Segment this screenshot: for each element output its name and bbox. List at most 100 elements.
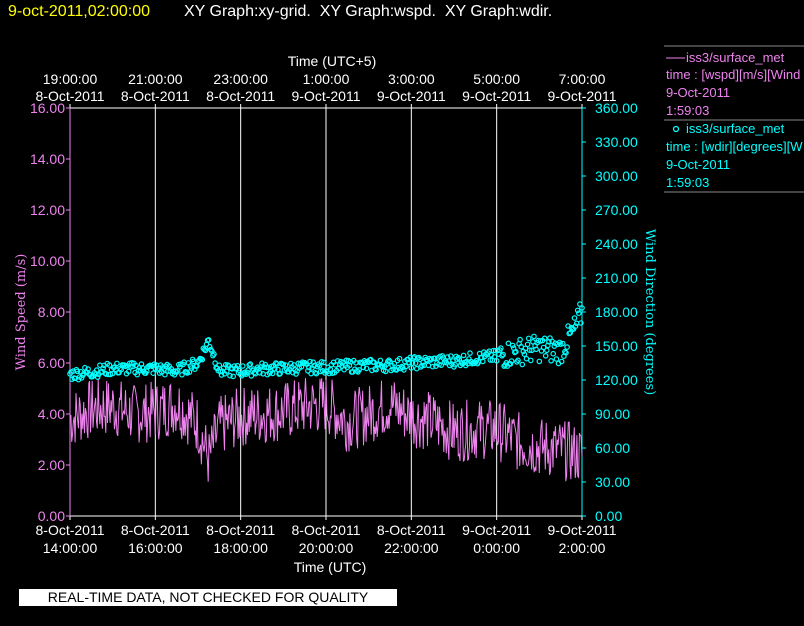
wdir-point [567, 329, 574, 336]
legend: iss3/surface_met time : [wspd][m/s][Wind… [664, 45, 804, 193]
right-tick-label: 360.00 [595, 100, 638, 116]
right-tick-label: 90.00 [595, 406, 630, 422]
top-tick-date: 9-Oct-2011 [462, 88, 531, 104]
bottom-tick-date: 8-Oct-2011 [36, 522, 105, 538]
wdir-point [403, 363, 409, 370]
top-tick-time: 23:00:00 [213, 71, 268, 87]
wdir-point [347, 359, 354, 365]
legend-wdir-swatch [672, 125, 680, 133]
wdir-point [533, 346, 539, 353]
wdir-point [205, 336, 212, 343]
wdir-point [559, 340, 566, 347]
wspd-line [69, 377, 583, 482]
wdir-point [550, 350, 557, 357]
wdir-point [172, 368, 179, 374]
left-tick-label: 10.00 [30, 253, 65, 269]
wdir-point [429, 363, 436, 370]
bottom-axis-ticks: 8-Oct-2011 14:00:00 8-Oct-2011 16:00:00 8-Oc… [36, 516, 617, 556]
wdir-point [183, 369, 190, 375]
wdir-point [505, 340, 512, 347]
wdir-point [222, 361, 229, 368]
wdir-point [542, 352, 549, 359]
wdir-point [487, 357, 494, 363]
wdir-point [382, 368, 389, 375]
bottom-tick-time: 22:00:00 [384, 540, 439, 556]
wdir-point [458, 359, 465, 366]
wdir-point [431, 355, 438, 362]
legend-wdir-date: 9-Oct-2011 [666, 157, 730, 172]
left-axis-title: Wind Speed (m/s) [14, 254, 29, 371]
wdir-point [230, 373, 237, 380]
right-axis-ticks: 0.00 30.00 60.00 90.00 120.00 150.00 180.00 210… [582, 100, 638, 524]
wdir-point [564, 344, 570, 350]
top-tick-time: 7:00:00 [559, 71, 606, 87]
wdir-point [313, 370, 320, 377]
left-tick-label: 4.00 [38, 406, 65, 422]
wdir-point [519, 361, 526, 368]
left-tick-label: 16.00 [30, 100, 65, 116]
top-tick-date: 9-Oct-2011 [548, 88, 617, 104]
wdir-point [306, 364, 312, 371]
wdir-point [109, 370, 116, 377]
bottom-tick-date: 9-Oct-2011 [462, 522, 531, 538]
wdir-point [500, 351, 506, 358]
wdir-point [572, 323, 579, 329]
wdir-point [467, 350, 473, 356]
wdir-point [571, 315, 578, 321]
wdir-point [558, 358, 565, 365]
wdir-point [356, 367, 362, 373]
wdir-point [174, 368, 181, 374]
wdir-point [579, 305, 585, 311]
wdir-point [179, 371, 185, 378]
wdir-point [206, 343, 213, 350]
wdir-point [106, 362, 113, 368]
wdir-point [280, 361, 287, 368]
wdir-point [277, 370, 283, 377]
top-tick-date: 9-Oct-2011 [377, 88, 446, 104]
wdir-point [578, 320, 584, 326]
top-tick-time: 19:00:00 [43, 71, 98, 87]
right-tick-label: 240.00 [595, 236, 638, 252]
wdir-point [527, 357, 534, 364]
wdir-point [346, 362, 353, 369]
wdir-point [408, 365, 415, 371]
legend-wspd-desc: time : [wspd][m/s][Wind [666, 67, 800, 82]
wdir-point [373, 366, 379, 373]
top-tick-date: 8-Oct-2011 [206, 88, 275, 104]
wdir-point [94, 374, 101, 381]
bottom-tick-time: 16:00:00 [128, 540, 183, 556]
wdir-point [271, 365, 278, 372]
header-graphs: XY Graph:xy-grid. XY Graph:wspd. XY Grap… [184, 3, 552, 20]
wdir-point [562, 348, 568, 355]
wdir-point [479, 358, 486, 365]
wdir-point [526, 347, 533, 354]
right-tick-label: 180.00 [595, 304, 638, 320]
wdir-point [438, 362, 445, 369]
wdir-point [515, 357, 521, 364]
wdir-point [525, 335, 532, 342]
wdir-point [531, 333, 537, 340]
wdir-point [563, 349, 569, 356]
right-tick-label: 300.00 [595, 168, 638, 184]
left-tick-label: 12.00 [30, 202, 65, 218]
wdir-point [553, 356, 560, 362]
wdir-point [93, 367, 100, 373]
quality-note: REAL-TIME DATA, NOT CHECKED FOR QUALITY [19, 589, 397, 606]
wdir-point [575, 310, 582, 317]
wdir-point [227, 372, 233, 379]
wdir-point [548, 357, 554, 364]
left-tick-label: 8.00 [38, 304, 65, 320]
wdir-point [310, 359, 317, 366]
wdir-point [498, 345, 504, 351]
wdir-point [460, 352, 467, 359]
wdir-point [391, 360, 398, 367]
wdir-point [162, 371, 168, 378]
wdir-point [493, 357, 500, 364]
wdir-point [307, 358, 313, 365]
wdir-point [419, 362, 425, 369]
wdir-point [509, 342, 516, 349]
wdir-point [263, 364, 270, 371]
wdir-point [321, 359, 327, 366]
wdir-series [67, 301, 585, 383]
right-tick-label: 330.00 [595, 134, 638, 150]
